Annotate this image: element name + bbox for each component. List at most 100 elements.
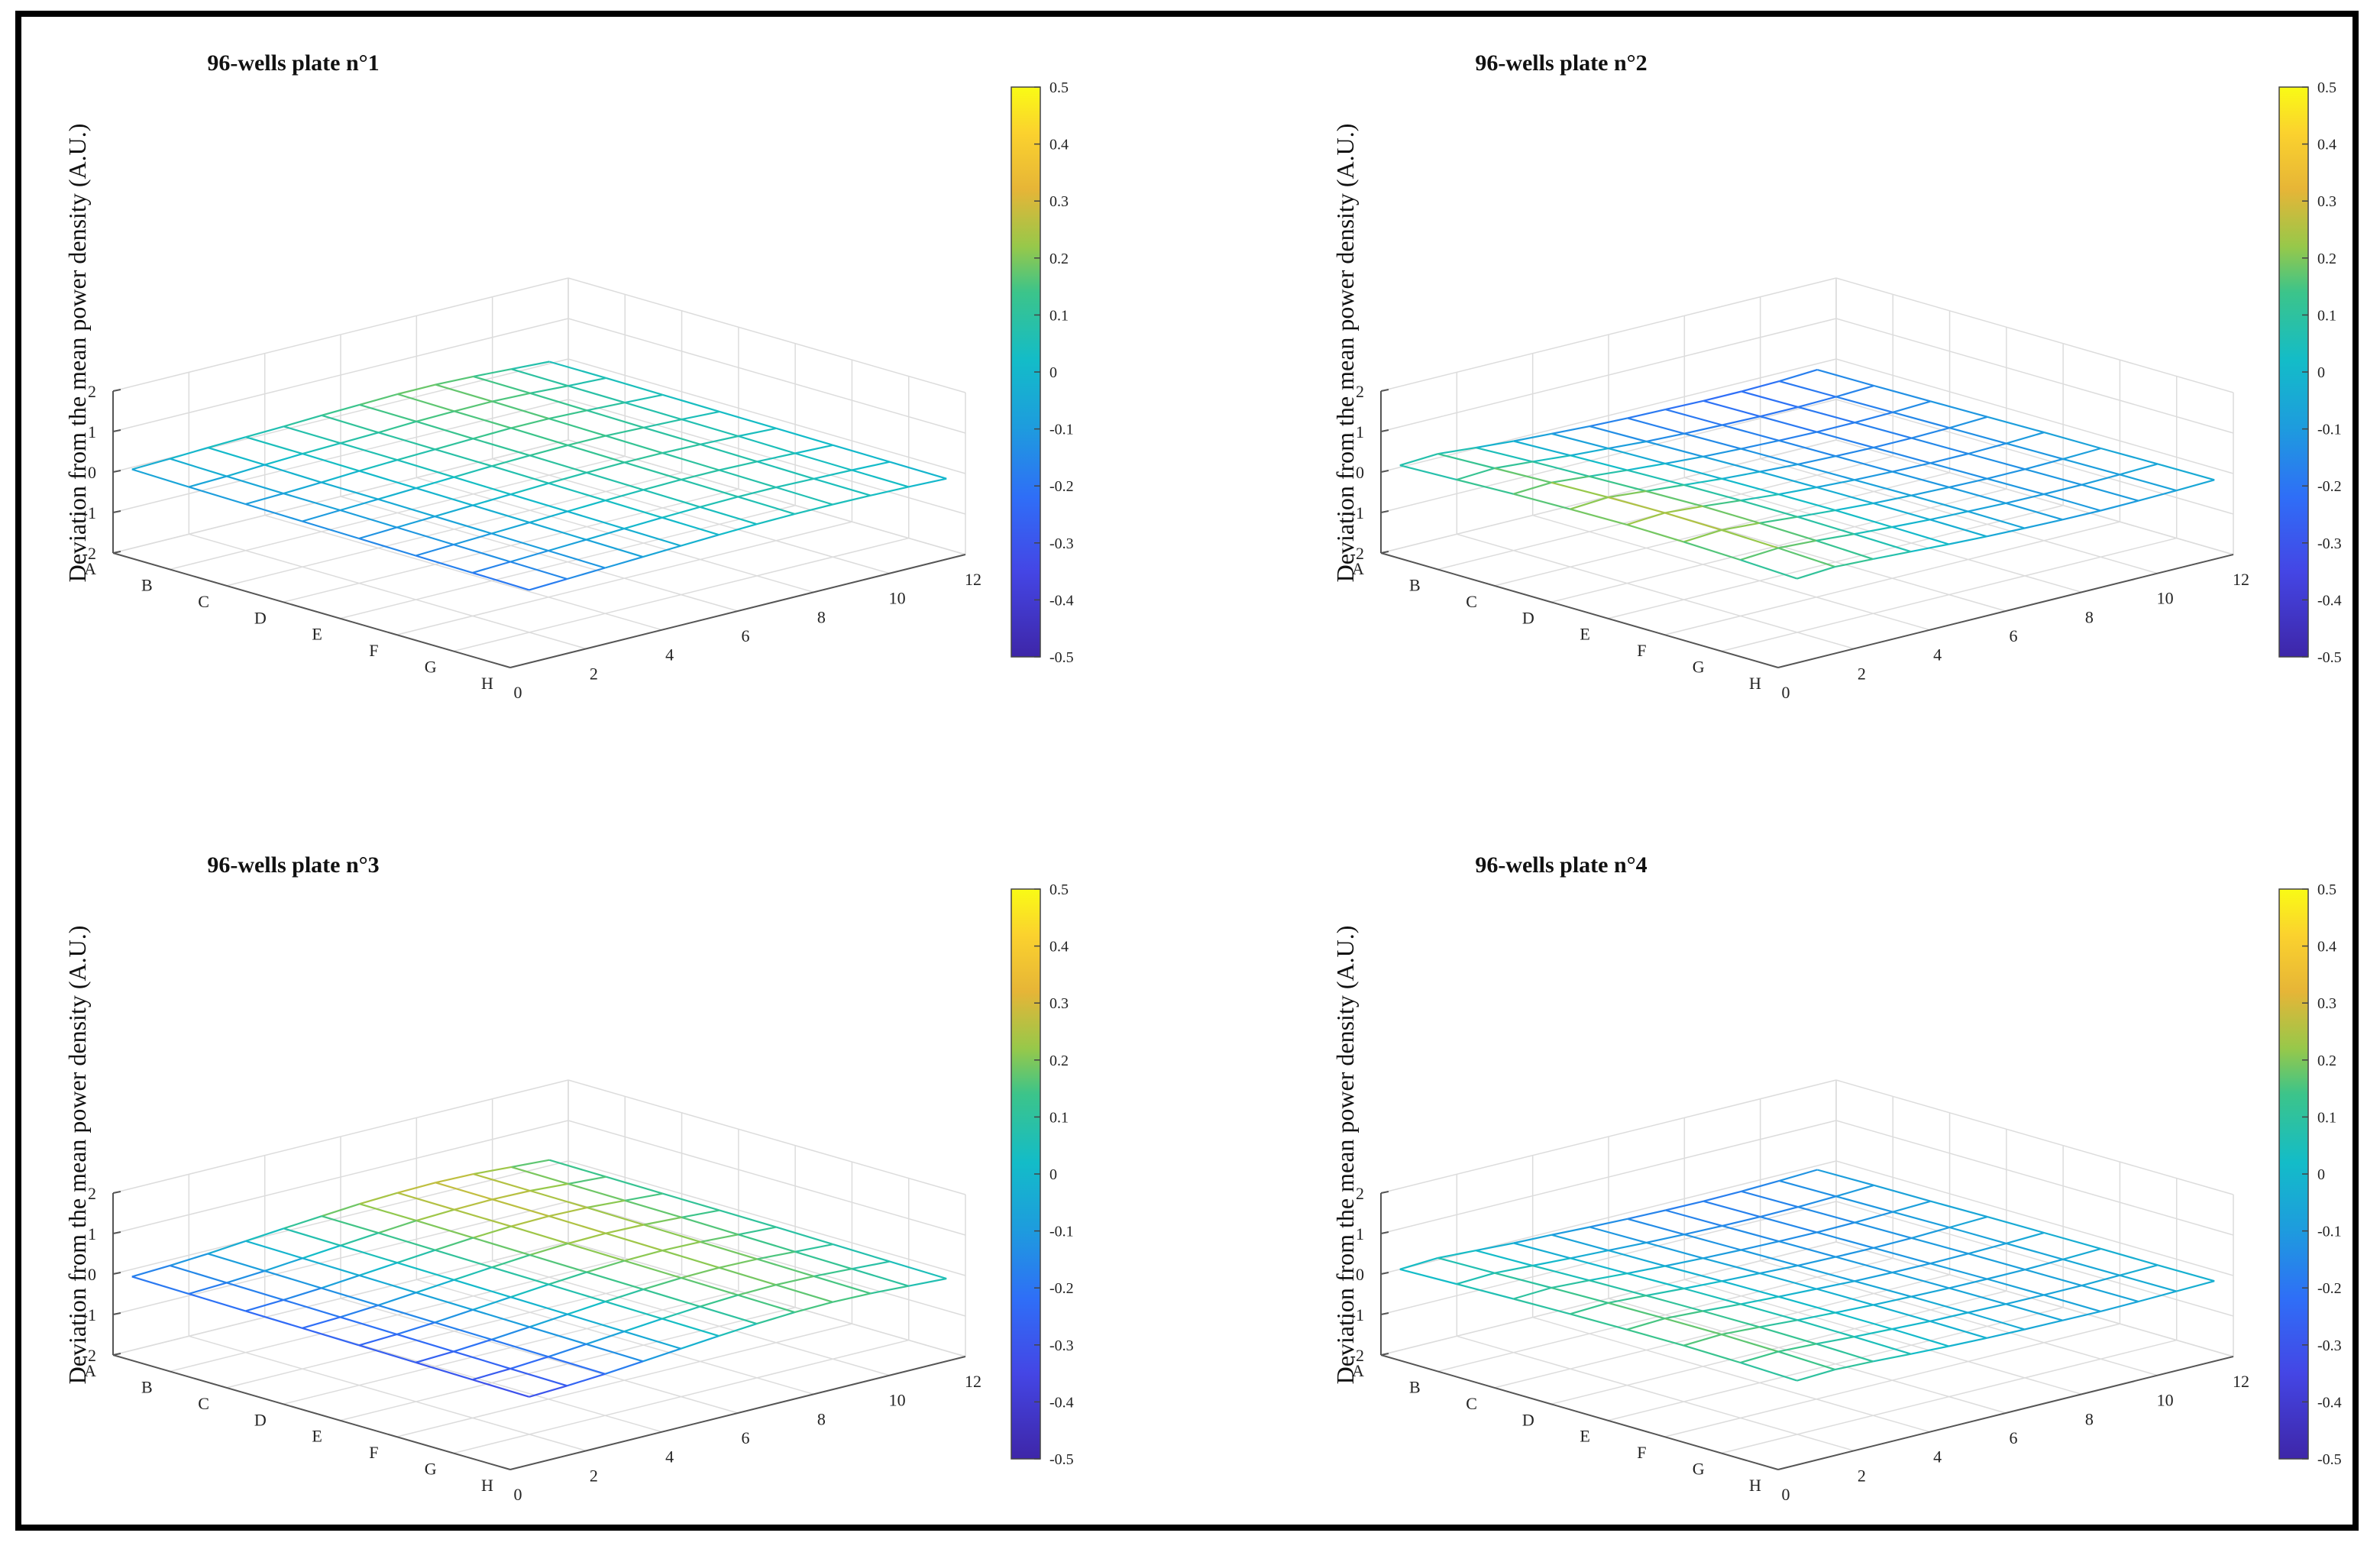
mesh-edge bbox=[1759, 1264, 1798, 1275]
mesh-edge bbox=[587, 1199, 626, 1209]
mesh-edge bbox=[1778, 1231, 1817, 1243]
wall-grid bbox=[1380, 358, 1837, 473]
col-tick-label: 2 bbox=[590, 1466, 598, 1485]
mesh-edge bbox=[1513, 1298, 1570, 1315]
mesh-edge bbox=[378, 420, 417, 434]
mesh-edge bbox=[1437, 1250, 1476, 1259]
row-tick-label: G bbox=[1693, 1460, 1705, 1479]
mesh-edge bbox=[358, 537, 416, 557]
z-tick bbox=[1380, 1191, 1389, 1194]
mesh-edge bbox=[207, 1240, 247, 1255]
row-tick-label: F bbox=[369, 641, 378, 660]
mesh-edge bbox=[681, 1266, 719, 1279]
mesh-edge bbox=[1779, 380, 1837, 398]
mesh-edge bbox=[2024, 1319, 2063, 1331]
mesh-edge bbox=[1456, 467, 1496, 481]
mesh-edge bbox=[2044, 432, 2101, 450]
z-axis-label: Deviation from the mean power density (A… bbox=[1331, 926, 1359, 1385]
mesh-edge bbox=[1476, 440, 1514, 449]
wall-grid bbox=[568, 399, 966, 515]
mesh-edge bbox=[1703, 500, 1741, 507]
mesh-edge bbox=[1664, 462, 1722, 480]
mesh-edge bbox=[661, 1305, 700, 1320]
mesh-edge bbox=[643, 419, 682, 428]
mesh-edge bbox=[435, 375, 474, 386]
mesh-edge bbox=[681, 534, 719, 547]
mesh-edge bbox=[2176, 479, 2215, 492]
mesh-edge bbox=[283, 1215, 322, 1230]
mesh-edge bbox=[131, 1276, 189, 1295]
mesh-edge bbox=[2062, 1258, 2120, 1276]
mesh-edge bbox=[1437, 447, 1476, 455]
mesh-edge bbox=[358, 526, 397, 540]
mesh-edge bbox=[1551, 1234, 1609, 1252]
surface-mesh bbox=[1399, 369, 2215, 580]
col-tick-label: 6 bbox=[2010, 1428, 2018, 1447]
mesh-edge bbox=[2119, 463, 2158, 476]
col-tick-label: 2 bbox=[1858, 1466, 1866, 1485]
col-tick-label: 4 bbox=[665, 1447, 674, 1467]
mesh-edge bbox=[1683, 477, 1722, 486]
mesh-edge bbox=[340, 432, 379, 445]
mesh-edge bbox=[1816, 1280, 1855, 1290]
mesh-edge bbox=[2005, 493, 2045, 504]
mesh-edge bbox=[2062, 509, 2101, 521]
mesh-edge bbox=[283, 1227, 341, 1247]
mesh-edge bbox=[624, 402, 682, 421]
wall-grid bbox=[1380, 1160, 1837, 1275]
mesh-edge bbox=[396, 526, 454, 546]
mesh-edge bbox=[340, 1304, 379, 1318]
mesh-edge bbox=[416, 476, 454, 490]
mesh-edge bbox=[396, 1262, 454, 1281]
col-tick-label: 0 bbox=[1782, 1485, 1790, 1504]
mesh-edge bbox=[492, 400, 550, 420]
wall-grid bbox=[568, 1079, 966, 1195]
mesh-edge bbox=[1816, 1169, 1874, 1186]
colorbar-tick-label: -0.2 bbox=[2317, 478, 2342, 495]
mesh-edge bbox=[832, 1292, 871, 1303]
mesh-edge bbox=[1456, 1283, 1514, 1300]
mesh-edge bbox=[2043, 483, 2082, 496]
wall-grid bbox=[1380, 1241, 1837, 1356]
mesh-edge bbox=[170, 458, 228, 477]
z-tick bbox=[1380, 1231, 1389, 1234]
mesh-edge bbox=[1627, 417, 1685, 435]
mesh-edge bbox=[2006, 1231, 2045, 1244]
mesh-edge bbox=[1664, 1257, 1703, 1267]
mesh-edge bbox=[1968, 452, 2026, 471]
mesh-edge bbox=[757, 1250, 796, 1260]
wall-grid bbox=[1835, 277, 2234, 393]
mesh-edge bbox=[662, 1192, 720, 1211]
floor-grid-row bbox=[1721, 1339, 2177, 1454]
mesh-edge bbox=[416, 1279, 454, 1294]
mesh-edge bbox=[377, 498, 435, 518]
mesh-edge bbox=[1949, 427, 2007, 445]
mesh-edge bbox=[302, 442, 341, 455]
wall-grid bbox=[112, 1120, 569, 1234]
mesh-edge bbox=[1987, 1278, 2045, 1296]
mesh-edge bbox=[453, 1350, 511, 1370]
floor-grid-row bbox=[1607, 504, 2064, 619]
surface-mesh bbox=[1399, 1169, 2215, 1382]
mesh-edge bbox=[435, 1237, 474, 1251]
mesh-edge bbox=[1570, 1250, 1609, 1260]
col-tick-label: 8 bbox=[817, 1409, 826, 1428]
row-tick-label: C bbox=[198, 592, 209, 611]
mesh-edge bbox=[1626, 1318, 1665, 1331]
mesh-edge bbox=[719, 469, 777, 489]
mesh-edge bbox=[472, 493, 511, 506]
mesh-edge bbox=[642, 1277, 682, 1291]
mesh-edge bbox=[264, 1269, 322, 1289]
mesh-edge bbox=[1816, 1231, 1874, 1249]
mesh-edge bbox=[870, 486, 909, 496]
mesh-edge bbox=[1929, 1320, 1987, 1339]
mesh-edge bbox=[624, 1250, 663, 1262]
row-tick-label: A bbox=[1352, 559, 1364, 578]
mesh-edge bbox=[529, 1326, 587, 1345]
floor-grid-row bbox=[396, 521, 852, 635]
floor-grid-col bbox=[1608, 1298, 2007, 1414]
colorbar-tick-label: 0.1 bbox=[1049, 307, 1069, 324]
mesh-edge bbox=[1986, 527, 2026, 538]
mesh-edge bbox=[1777, 1350, 1835, 1371]
